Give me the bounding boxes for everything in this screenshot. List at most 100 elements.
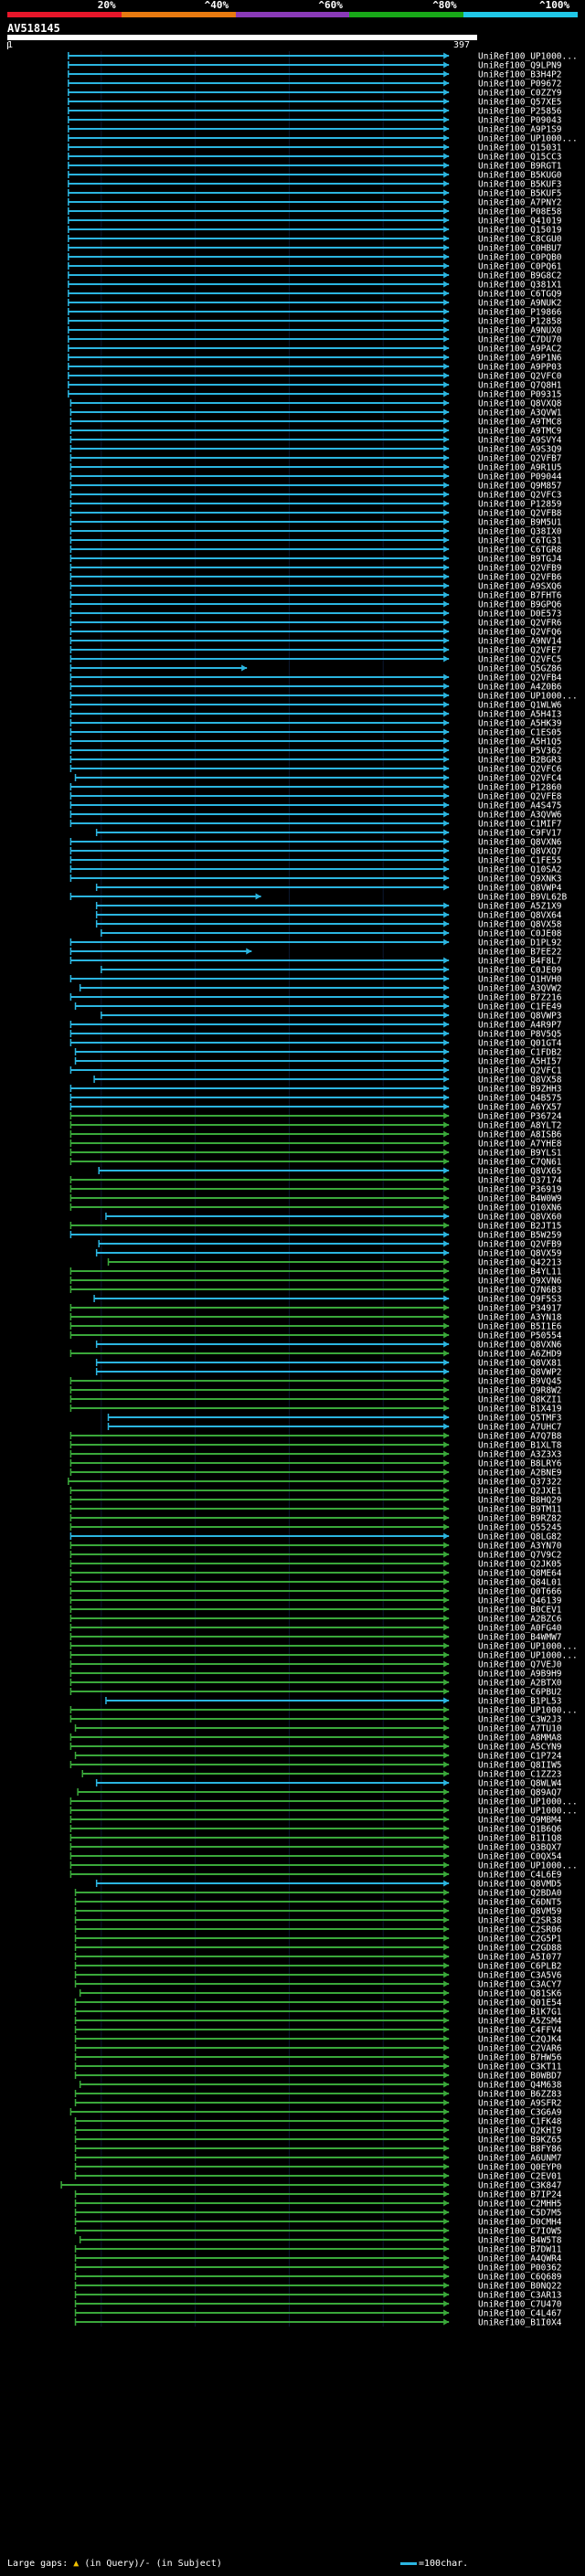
hit-label-link[interactable]: UniRef100_B7IP24 <box>478 2190 562 2200</box>
hit-row[interactable]: UniRef100_Q0T666 <box>69 1587 562 1597</box>
hit-label-link[interactable]: UniRef100_Q4B575 <box>478 1094 562 1104</box>
hit-row[interactable]: UniRef100_Q0EYP0 <box>74 2163 562 2173</box>
hit-row[interactable]: UniRef100_Q9XNK3 <box>69 875 562 885</box>
hit-label-link[interactable]: UniRef100_B4W0W9 <box>478 1194 562 1204</box>
hit-row[interactable]: UniRef100_A3QVW2 <box>79 984 562 994</box>
hit-row[interactable]: UniRef100_Q4B575 <box>69 1094 562 1104</box>
hit-row[interactable]: UniRef100_P36724 <box>69 1112 562 1122</box>
hit-row[interactable]: UniRef100_Q2VFR6 <box>69 619 562 629</box>
hit-row[interactable]: UniRef100_A9PP03 <box>68 363 562 373</box>
hit-label-link[interactable]: UniRef100_A2BTX0 <box>478 1679 562 1689</box>
hit-label-link[interactable]: UniRef100_C2SR38 <box>478 1916 562 1926</box>
hit-row[interactable]: UniRef100_A5CYN9 <box>69 1743 562 1753</box>
hit-label-link[interactable]: UniRef100_B5KUG0 <box>478 171 562 181</box>
hit-label-link[interactable]: UniRef100_A9PP03 <box>478 363 562 373</box>
hit-label-link[interactable]: UniRef100_B9RZ82 <box>478 1514 562 1524</box>
hit-label-link[interactable]: UniRef100_B5I1E6 <box>478 1322 562 1332</box>
hit-label-link[interactable]: UniRef100_B9VL62B <box>478 893 568 903</box>
hit-label-link[interactable]: UniRef100_A9B9H9 <box>478 1670 562 1680</box>
hit-label-link[interactable]: UniRef100_Q15CC3 <box>478 153 562 163</box>
hit-row[interactable]: UniRef100_C3AR13 <box>74 2291 562 2301</box>
hit-label-link[interactable]: UniRef100_Q9XNK3 <box>478 875 562 885</box>
hit-label-link[interactable]: UniRef100_Q5GZ86 <box>478 664 562 674</box>
hit-row[interactable]: UniRef100_C6PBU2 <box>69 1688 562 1698</box>
hit-label-link[interactable]: UniRef100_P09044 <box>478 472 562 482</box>
hit-row[interactable]: UniRef100_C1FK48 <box>74 2117 562 2127</box>
hit-row[interactable]: UniRef100_C2SR06 <box>74 1925 562 1935</box>
hit-label-link[interactable]: UniRef100_A8MMA8 <box>478 1733 562 1744</box>
hit-row[interactable]: UniRef100_B4W0W9 <box>69 1194 562 1204</box>
hit-row[interactable]: UniRef100_Q8VX59 <box>95 1249 562 1259</box>
hit-row[interactable]: UniRef100_Q8LG82 <box>69 1532 562 1542</box>
hit-row[interactable]: UniRef100_C4L467 <box>74 2309 562 2319</box>
hit-row[interactable]: UniRef100_B0WBD7 <box>74 2072 562 2082</box>
hit-row[interactable]: UniRef100_Q46139 <box>69 1596 562 1606</box>
hit-label-link[interactable]: UniRef100_UP1000... <box>478 1861 578 1871</box>
hit-label-link[interactable]: UniRef100_B9G8C2 <box>478 271 562 281</box>
hit-row[interactable]: UniRef100_A9TMC8 <box>69 418 562 428</box>
hit-label-link[interactable]: UniRef100_C6Q689 <box>478 2273 562 2283</box>
hit-label-link[interactable]: UniRef100_C3W2J3 <box>478 1715 562 1725</box>
hit-row[interactable]: UniRef100_A2BTX0 <box>69 1679 562 1689</box>
hit-label-link[interactable]: UniRef100_A8ISB6 <box>478 1130 562 1140</box>
hit-label-link[interactable]: UniRef100_B9VQ45 <box>478 1377 562 1387</box>
hit-label-link[interactable]: UniRef100_A4S475 <box>478 801 562 811</box>
hit-row[interactable]: UniRef100_C7U470 <box>74 2300 562 2310</box>
hit-row[interactable]: UniRef100_Q8WLW4 <box>95 1779 562 1789</box>
hit-row[interactable]: UniRef100_A7YHE8 <box>69 1140 562 1150</box>
hit-label-link[interactable]: UniRef100_C0PQB0 <box>478 253 562 263</box>
hit-label-link[interactable]: UniRef100_Q0T666 <box>478 1587 562 1597</box>
hit-label-link[interactable]: UniRef100_UP1000... <box>478 1642 578 1652</box>
hit-label-link[interactable]: UniRef100_C6TGQ9 <box>478 290 562 300</box>
hit-label-link[interactable]: UniRef100_B9TM11 <box>478 1505 562 1515</box>
hit-label-link[interactable]: UniRef100_B6ZZ83 <box>478 2090 562 2100</box>
hit-row[interactable]: UniRef100_A4R9P7 <box>69 1021 562 1031</box>
hit-label-link[interactable]: UniRef100_P36724 <box>478 1112 562 1122</box>
hit-row[interactable]: UniRef100_A5H4I3 <box>69 710 562 720</box>
hit-row[interactable]: UniRef100_C3ACY7 <box>74 1980 562 1990</box>
hit-row[interactable]: UniRef100_B0CEV1 <box>69 1606 562 1616</box>
hit-label-link[interactable]: UniRef100_P8V5Q5 <box>478 1030 562 1040</box>
hit-row[interactable]: UniRef100_B5KUF3 <box>68 180 562 190</box>
hit-row[interactable]: UniRef100_Q8IIW5 <box>69 1761 562 1771</box>
hit-label-link[interactable]: UniRef100_Q1HVH0 <box>478 975 562 985</box>
hit-row[interactable]: UniRef100_Q10XN6 <box>69 1203 562 1214</box>
hit-label-link[interactable]: UniRef100_Q8VWP3 <box>478 1012 562 1022</box>
hit-label-link[interactable]: UniRef100_Q8VMD5 <box>478 1880 562 1890</box>
hit-label-link[interactable]: UniRef100_Q8VX81 <box>478 1359 562 1369</box>
hit-row[interactable]: UniRef100_C2G5P1 <box>74 1935 562 1945</box>
hit-row[interactable]: UniRef100_D1PL92 <box>69 938 562 949</box>
hit-row[interactable]: UniRef100_A4S475 <box>69 801 562 811</box>
hit-row[interactable]: UniRef100_P09043 <box>68 116 562 126</box>
hit-label-link[interactable]: UniRef100_B7DW11 <box>478 2245 562 2255</box>
hit-label-link[interactable]: UniRef100_B8LRY6 <box>478 1459 562 1469</box>
hit-label-link[interactable]: UniRef100_Q4M638 <box>478 2081 562 2091</box>
hit-label-link[interactable]: UniRef100_Q2VFC4 <box>478 774 562 784</box>
hit-row[interactable]: UniRef100_Q2VFB9 <box>69 564 562 574</box>
hit-label-link[interactable]: UniRef100_Q01E54 <box>478 1998 562 2009</box>
hit-row[interactable]: UniRef100_B7FHT6 <box>69 591 562 601</box>
hit-label-link[interactable]: UniRef100_Q9MBM4 <box>478 1816 562 1826</box>
hit-label-link[interactable]: UniRef100_Q1B6Q6 <box>478 1825 562 1835</box>
hit-row[interactable]: UniRef100_A7TU10 <box>74 1724 562 1734</box>
hit-row[interactable]: UniRef100_B9TM11 <box>69 1505 562 1515</box>
hit-row[interactable]: UniRef100_Q8VXN6 <box>69 838 562 848</box>
hit-label-link[interactable]: UniRef100_Q2VFR6 <box>478 619 562 629</box>
hit-label-link[interactable]: UniRef100_Q8VXN6 <box>478 838 562 848</box>
hit-row[interactable]: UniRef100_C1ZZ23 <box>81 1770 562 1780</box>
hit-label-link[interactable]: UniRef100_A7TU10 <box>478 1724 562 1734</box>
hit-row[interactable]: UniRef100_C6Q689 <box>74 2273 562 2283</box>
hit-label-link[interactable]: UniRef100_Q8VXQ8 <box>478 399 562 409</box>
hit-label-link[interactable]: UniRef100_C9FV17 <box>478 829 562 839</box>
hit-row[interactable]: UniRef100_P09044 <box>69 472 562 482</box>
hit-label-link[interactable]: UniRef100_Q37322 <box>478 1478 562 1488</box>
hit-label-link[interactable]: UniRef100_C4L6E9 <box>478 1871 562 1881</box>
hit-row[interactable]: UniRef100_B4F8L7 <box>69 957 562 967</box>
hit-label-link[interactable]: UniRef100_P5V362 <box>478 747 562 757</box>
hit-label-link[interactable]: UniRef100_Q9R8W2 <box>478 1386 562 1396</box>
hit-row[interactable]: UniRef100_B8LRY6 <box>69 1459 562 1469</box>
hit-label-link[interactable]: UniRef100_Q8LG82 <box>478 1532 562 1542</box>
hit-row[interactable]: UniRef100_A7Q7B8 <box>69 1432 562 1442</box>
hit-row[interactable]: UniRef100_A9SVY4 <box>69 436 562 446</box>
hit-row[interactable]: UniRef100_Q7VEJ0 <box>69 1660 562 1670</box>
